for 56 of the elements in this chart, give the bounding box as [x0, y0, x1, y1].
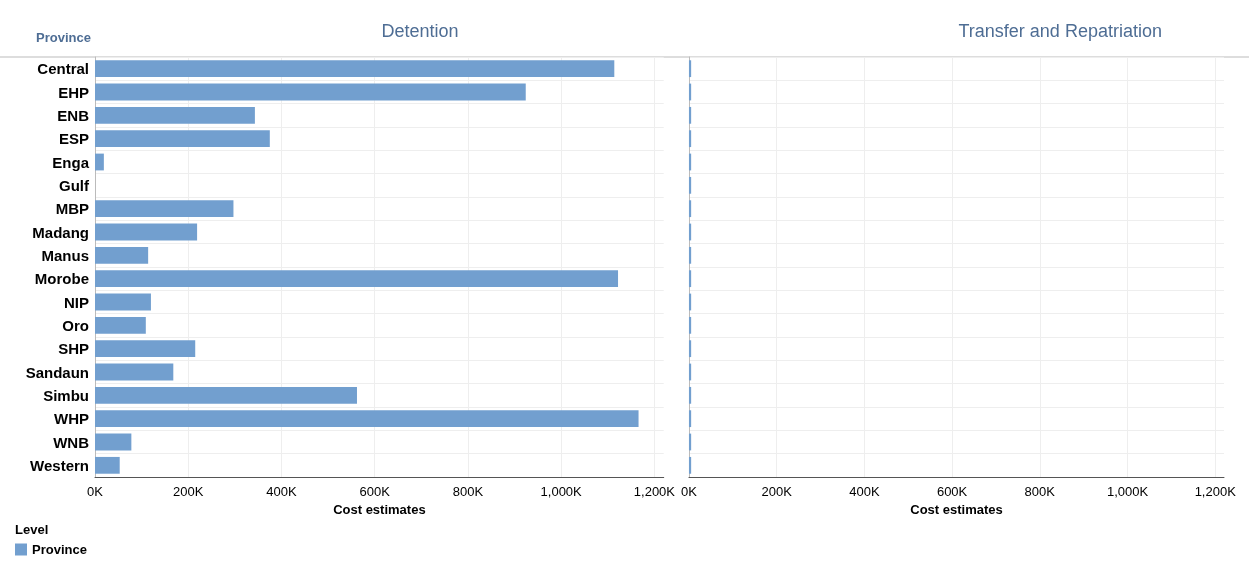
y-tick-label: Simbu: [43, 386, 89, 404]
bar: [95, 200, 234, 218]
bar: [95, 83, 526, 101]
x-tick-label: 1,000K: [1106, 484, 1149, 499]
x-tick-label: 600K: [936, 484, 968, 499]
bar: [95, 106, 255, 124]
bar: [95, 386, 357, 404]
x-tick-label: 400K: [849, 484, 880, 499]
y-tick-label: Madang: [32, 223, 89, 241]
x-tick-label: 800K: [452, 484, 484, 499]
legend-title: Level: [15, 522, 49, 537]
bar: [95, 60, 615, 78]
y-tick-label: ENB: [57, 106, 90, 124]
x-tick-label: 0K: [681, 484, 698, 499]
chart-title: Detention: [381, 21, 459, 41]
x-tick-label: 1,200K: [1194, 484, 1237, 499]
x-tick-label: 400K: [266, 484, 297, 499]
bar: [95, 130, 270, 148]
bar: [95, 363, 174, 381]
bar: [95, 293, 151, 311]
x-tick-label: 0K: [87, 484, 104, 499]
x-tick-label: 200K: [761, 484, 793, 499]
y-tick-label: SHP: [58, 340, 89, 358]
y-tick-label: Central: [37, 60, 89, 78]
x-tick-label: 1,200K: [633, 484, 676, 499]
x-axis-title: Cost estimates: [333, 501, 426, 517]
y-tick-label: Manus: [41, 246, 89, 264]
bar: [95, 433, 132, 451]
chart-title: Transfer and Repatriation: [958, 21, 1162, 41]
bar: [95, 246, 149, 264]
bar: [95, 340, 196, 358]
y-tick-label: Oro: [62, 316, 89, 334]
y-tick-label: Enga: [52, 153, 90, 171]
x-tick-label: 600K: [359, 484, 391, 499]
y-tick-label: Western: [30, 456, 89, 474]
x-tick-label: 200K: [173, 484, 204, 499]
y-tick-label: Sandaun: [25, 363, 89, 381]
y-tick-label: ESP: [58, 130, 89, 148]
bar: [95, 410, 639, 428]
y-tick-label: Morobe: [34, 270, 89, 288]
bar: [95, 153, 104, 171]
y-axis-title: Province: [36, 30, 91, 45]
y-tick-label: EHP: [58, 83, 89, 101]
bar: [95, 270, 619, 288]
x-axis-title: Cost estimates: [910, 501, 1003, 517]
bar: [95, 456, 120, 474]
y-tick-label: Gulf: [59, 176, 90, 194]
bar: [95, 223, 198, 241]
bar: [95, 316, 146, 334]
legend-label: Province: [32, 542, 87, 557]
y-tick-label: NIP: [63, 293, 89, 311]
y-tick-label: MBP: [55, 200, 89, 218]
x-tick-label: 1,000K: [540, 484, 583, 499]
y-tick-label: WNB: [53, 433, 90, 451]
x-tick-label: 800K: [1024, 484, 1056, 499]
y-tick-label: WHP: [54, 410, 89, 428]
